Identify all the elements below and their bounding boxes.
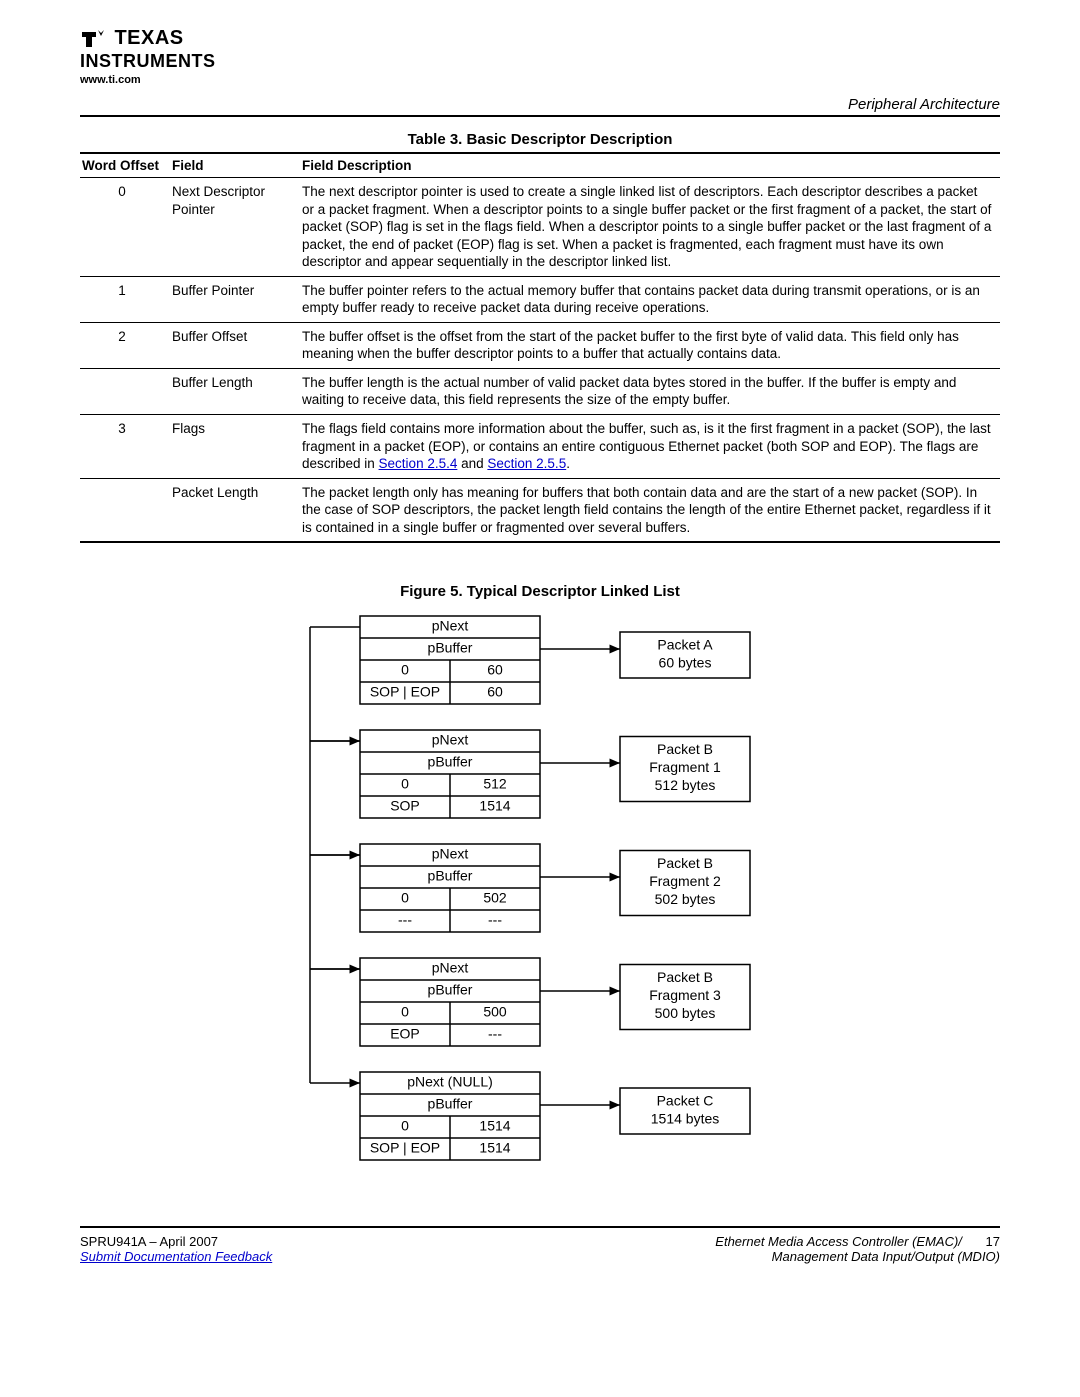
table-row: Buffer LengthThe buffer length is the ac… <box>80 368 1000 414</box>
cell-field: Flags <box>170 415 300 479</box>
table-title: Table 3. Basic Descriptor Description <box>80 131 1000 148</box>
cell-desc: The packet length only has meaning for b… <box>300 478 1000 542</box>
svg-text:Packet B: Packet B <box>657 742 713 758</box>
footer-title1: Ethernet Media Access Controller (EMAC)/ <box>715 1234 962 1249</box>
svg-text:0: 0 <box>401 890 409 906</box>
footer-docid: SPRU941A – April 2007 <box>80 1234 218 1249</box>
svg-text:0: 0 <box>401 1118 409 1134</box>
section-header: Peripheral Architecture <box>80 96 1000 113</box>
svg-text:1514: 1514 <box>479 1140 510 1156</box>
footer-feedback-link[interactable]: Submit Documentation Feedback <box>80 1249 272 1264</box>
section-link[interactable]: Section 2.5.4 <box>379 456 458 471</box>
svg-text:pBuffer: pBuffer <box>428 1096 473 1112</box>
cell-offset <box>80 368 170 414</box>
svg-text:60: 60 <box>487 662 503 678</box>
svg-text:502: 502 <box>483 890 507 906</box>
svg-text:512: 512 <box>483 776 507 792</box>
ti-logo: TEXAS INSTRUMENTS www.ti.com <box>80 28 216 86</box>
svg-text:0: 0 <box>401 1004 409 1020</box>
cell-desc: The buffer length is the actual number o… <box>300 368 1000 414</box>
cell-offset: 1 <box>80 276 170 322</box>
figure-title: Figure 5. Typical Descriptor Linked List <box>80 583 1000 600</box>
cell-offset: 3 <box>80 415 170 479</box>
svg-text:pNext: pNext <box>432 960 469 976</box>
cell-field: Buffer Length <box>170 368 300 414</box>
svg-text:1514: 1514 <box>479 798 510 814</box>
svg-text:pNext: pNext <box>432 846 469 862</box>
svg-text:1514: 1514 <box>479 1118 510 1134</box>
col-header-field: Field <box>170 153 300 178</box>
svg-text:0: 0 <box>401 662 409 678</box>
svg-text:Packet B: Packet B <box>657 856 713 872</box>
logo-text-bot: INSTRUMENTS <box>80 51 216 71</box>
footer-title2: Management Data Input/Output (MDIO) <box>772 1249 1000 1264</box>
svg-text:---: --- <box>488 1026 502 1042</box>
figure-diagram: pNext pBuffer 0 60 SOP | EOP 60 Packet A 60 byt… <box>80 610 1000 1206</box>
svg-text:1514 bytes: 1514 bytes <box>651 1111 720 1127</box>
svg-text:SOP: SOP <box>390 798 420 814</box>
svg-text:Fragment 2: Fragment 2 <box>649 874 721 890</box>
svg-text:---: --- <box>488 912 502 928</box>
cell-desc: The flags field contains more informatio… <box>300 415 1000 479</box>
header-rule <box>80 115 1000 117</box>
svg-text:SOP | EOP: SOP | EOP <box>370 1140 440 1156</box>
cell-offset <box>80 478 170 542</box>
logo-url: www.ti.com <box>80 74 216 86</box>
svg-text:pNext: pNext <box>432 618 469 634</box>
descriptor-table: Word Offset Field Field Description 0Nex… <box>80 152 1000 543</box>
svg-text:500 bytes: 500 bytes <box>655 1006 716 1022</box>
svg-text:pNext: pNext <box>432 732 469 748</box>
footer-pagenum: 17 <box>986 1234 1000 1249</box>
svg-text:60: 60 <box>487 684 503 700</box>
col-header-offset: Word Offset <box>80 153 170 178</box>
cell-desc: The next descriptor pointer is used to c… <box>300 178 1000 277</box>
cell-offset: 2 <box>80 322 170 368</box>
cell-offset: 0 <box>80 178 170 277</box>
svg-text:pBuffer: pBuffer <box>428 754 473 770</box>
svg-text:Packet C: Packet C <box>657 1093 714 1109</box>
svg-text:SOP | EOP: SOP | EOP <box>370 684 440 700</box>
svg-text:Packet B: Packet B <box>657 970 713 986</box>
cell-desc: The buffer offset is the offset from the… <box>300 322 1000 368</box>
cell-field: Packet Length <box>170 478 300 542</box>
section-link[interactable]: Section 2.5.5 <box>487 456 566 471</box>
cell-field: Next Descriptor Pointer <box>170 178 300 277</box>
page-footer: SPRU941A – April 2007 Submit Documentati… <box>80 1226 1000 1264</box>
svg-text:---: --- <box>398 912 412 928</box>
cell-desc: The buffer pointer refers to the actual … <box>300 276 1000 322</box>
svg-text:pBuffer: pBuffer <box>428 868 473 884</box>
col-header-desc: Field Description <box>300 153 1000 178</box>
table-row: 0Next Descriptor PointerThe next descrip… <box>80 178 1000 277</box>
cell-field: Buffer Offset <box>170 322 300 368</box>
svg-text:60 bytes: 60 bytes <box>659 655 712 671</box>
table-row: Packet LengthThe packet length only has … <box>80 478 1000 542</box>
table-row: 2Buffer OffsetThe buffer offset is the o… <box>80 322 1000 368</box>
cell-field: Buffer Pointer <box>170 276 300 322</box>
svg-text:Fragment 3: Fragment 3 <box>649 988 721 1004</box>
svg-text:pNext (NULL): pNext (NULL) <box>407 1074 493 1090</box>
table-row: 1Buffer PointerThe buffer pointer refers… <box>80 276 1000 322</box>
table-row: 3FlagsThe flags field contains more info… <box>80 415 1000 479</box>
svg-text:pBuffer: pBuffer <box>428 640 473 656</box>
page-header: TEXAS INSTRUMENTS www.ti.com <box>80 28 1000 86</box>
svg-text:500: 500 <box>483 1004 507 1020</box>
svg-text:EOP: EOP <box>390 1026 420 1042</box>
svg-text:Packet A: Packet A <box>657 637 713 653</box>
svg-text:Fragment 1: Fragment 1 <box>649 760 721 776</box>
svg-text:512 bytes: 512 bytes <box>655 778 716 794</box>
svg-text:pBuffer: pBuffer <box>428 982 473 998</box>
logo-text-top: TEXAS <box>114 27 183 49</box>
svg-text:0: 0 <box>401 776 409 792</box>
svg-text:502 bytes: 502 bytes <box>655 892 716 908</box>
